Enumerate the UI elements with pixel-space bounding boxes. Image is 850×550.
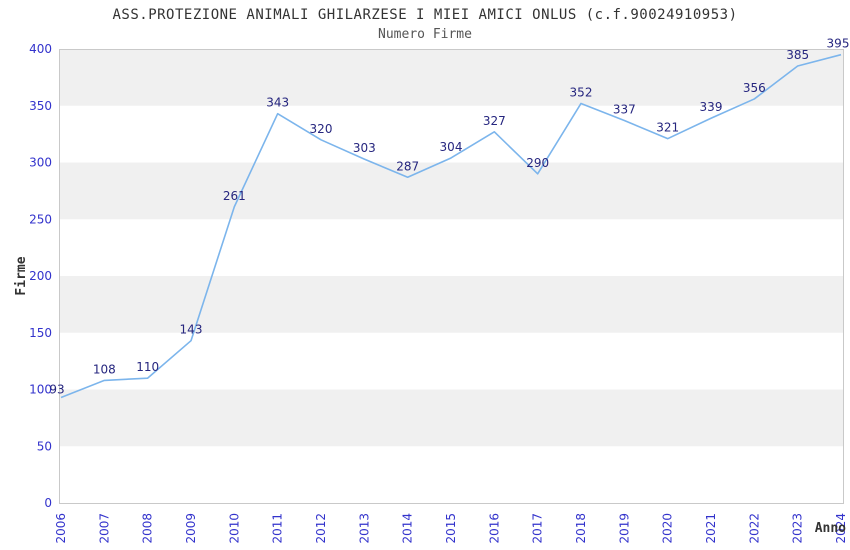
- y-tick-label: 0: [44, 496, 52, 510]
- data-label: 321: [656, 121, 679, 135]
- series-line: [60, 53, 842, 399]
- x-tick-label: 2020: [661, 513, 675, 544]
- y-tick-label: 50: [37, 439, 52, 453]
- x-tick-label: 2017: [531, 513, 545, 544]
- y-tick-label: 300: [29, 156, 52, 170]
- data-label: 352: [570, 85, 593, 99]
- x-tick-label: 2014: [401, 513, 415, 544]
- x-tick-label: 2018: [574, 513, 588, 544]
- x-tick-label: 2019: [617, 513, 631, 544]
- data-label: 303: [353, 141, 376, 155]
- data-label: 327: [483, 114, 506, 128]
- data-label: 337: [613, 103, 636, 117]
- x-tick-label: 2006: [54, 513, 68, 544]
- grid-band: [59, 162, 843, 220]
- data-label: 108: [93, 362, 116, 376]
- data-label: 143: [180, 323, 203, 337]
- y-tick-label: 250: [29, 212, 52, 226]
- grid-band: [59, 276, 843, 333]
- y-tick-label: 200: [29, 269, 52, 283]
- x-tick-label: 2022: [747, 513, 761, 544]
- data-label: 339: [700, 100, 723, 114]
- chart-title: ASS.PROTEZIONE ANIMALI GHILARZESE I MIEI…: [112, 7, 738, 23]
- grid-band: [59, 49, 843, 106]
- chart-subtitle: Numero Firme: [378, 27, 472, 42]
- x-tick-label: 2007: [97, 513, 111, 544]
- data-label: 93: [49, 382, 64, 396]
- y-axis-title: Firme: [14, 256, 29, 295]
- data-label: 287: [396, 159, 419, 173]
- data-label: 304: [440, 140, 463, 154]
- data-label: 261: [223, 189, 246, 203]
- data-label: 320: [310, 122, 333, 136]
- y-tick-label: 100: [29, 383, 52, 397]
- y-tick-label: 350: [29, 99, 52, 113]
- x-tick-label: 2021: [704, 513, 718, 544]
- data-label: 395: [827, 37, 850, 51]
- x-tick-label: 2012: [314, 513, 328, 544]
- x-tick-label: 2010: [227, 513, 241, 544]
- x-tick-label: 2024: [834, 513, 848, 544]
- x-tick-label: 2016: [487, 513, 501, 544]
- data-label: 110: [136, 360, 159, 374]
- y-tick-label: 150: [29, 326, 52, 340]
- grid-band: [59, 389, 843, 447]
- x-tick-label: 2013: [357, 513, 371, 544]
- data-label: 290: [526, 156, 549, 170]
- plot-frame: [59, 49, 844, 504]
- data-label: 385: [786, 48, 809, 62]
- data-label: 356: [743, 81, 766, 95]
- x-tick-label: 2023: [791, 513, 805, 544]
- x-tick-label: 2009: [184, 513, 198, 544]
- y-tick-label: 400: [29, 42, 52, 56]
- x-axis-title: Anno: [815, 521, 846, 536]
- x-tick-label: 2015: [444, 513, 458, 544]
- x-tick-label: 2008: [141, 513, 155, 544]
- x-tick-label: 2011: [271, 513, 285, 544]
- data-label: 343: [266, 96, 289, 110]
